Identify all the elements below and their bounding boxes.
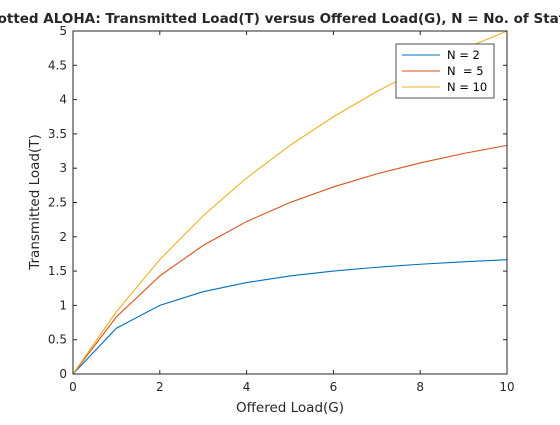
- y-tick-label: 1.5: [48, 264, 67, 278]
- y-tick-label: 4.5: [48, 58, 67, 72]
- y-tick-label: 5: [59, 24, 67, 38]
- chart-title: Slotted ALOHA: Transmitted Load(T) versu…: [0, 11, 560, 27]
- x-tick-label: 8: [416, 380, 424, 394]
- y-tick-label: 3: [59, 161, 67, 175]
- legend-label-1: N = 2: [447, 48, 480, 62]
- y-axis-label: Transmitted Load(T): [27, 134, 43, 271]
- x-tick-label: 10: [499, 380, 514, 394]
- legend-label-2: N = 5: [447, 64, 484, 78]
- x-tick-label: 2: [156, 380, 164, 394]
- x-axis-label: Offered Load(G): [236, 400, 344, 416]
- y-tick-label: 2.5: [48, 196, 67, 210]
- x-tick-label: 4: [243, 380, 251, 394]
- x-tick-label: 6: [330, 380, 338, 394]
- axes-layer: 0 2 4 6 8 10 0 0.5 1 1.5 2 2.5 3 3.5 4 4.5 5: [48, 24, 515, 394]
- y-tick-label: 0.5: [48, 333, 67, 347]
- y-tick-label: 2: [59, 230, 67, 244]
- y-tick-label: 0: [59, 367, 67, 381]
- y-tick-label: 3.5: [48, 127, 67, 141]
- series-line-2: [72, 144, 508, 375]
- x-tick-label: 0: [69, 380, 77, 394]
- y-tick-label: 4: [59, 93, 67, 107]
- legend-label-3: N = 10: [447, 80, 487, 94]
- legend: N = 2 N = 5 N = 10: [395, 43, 495, 99]
- y-tick-label: 1: [59, 298, 67, 312]
- series-line-1: [72, 259, 508, 375]
